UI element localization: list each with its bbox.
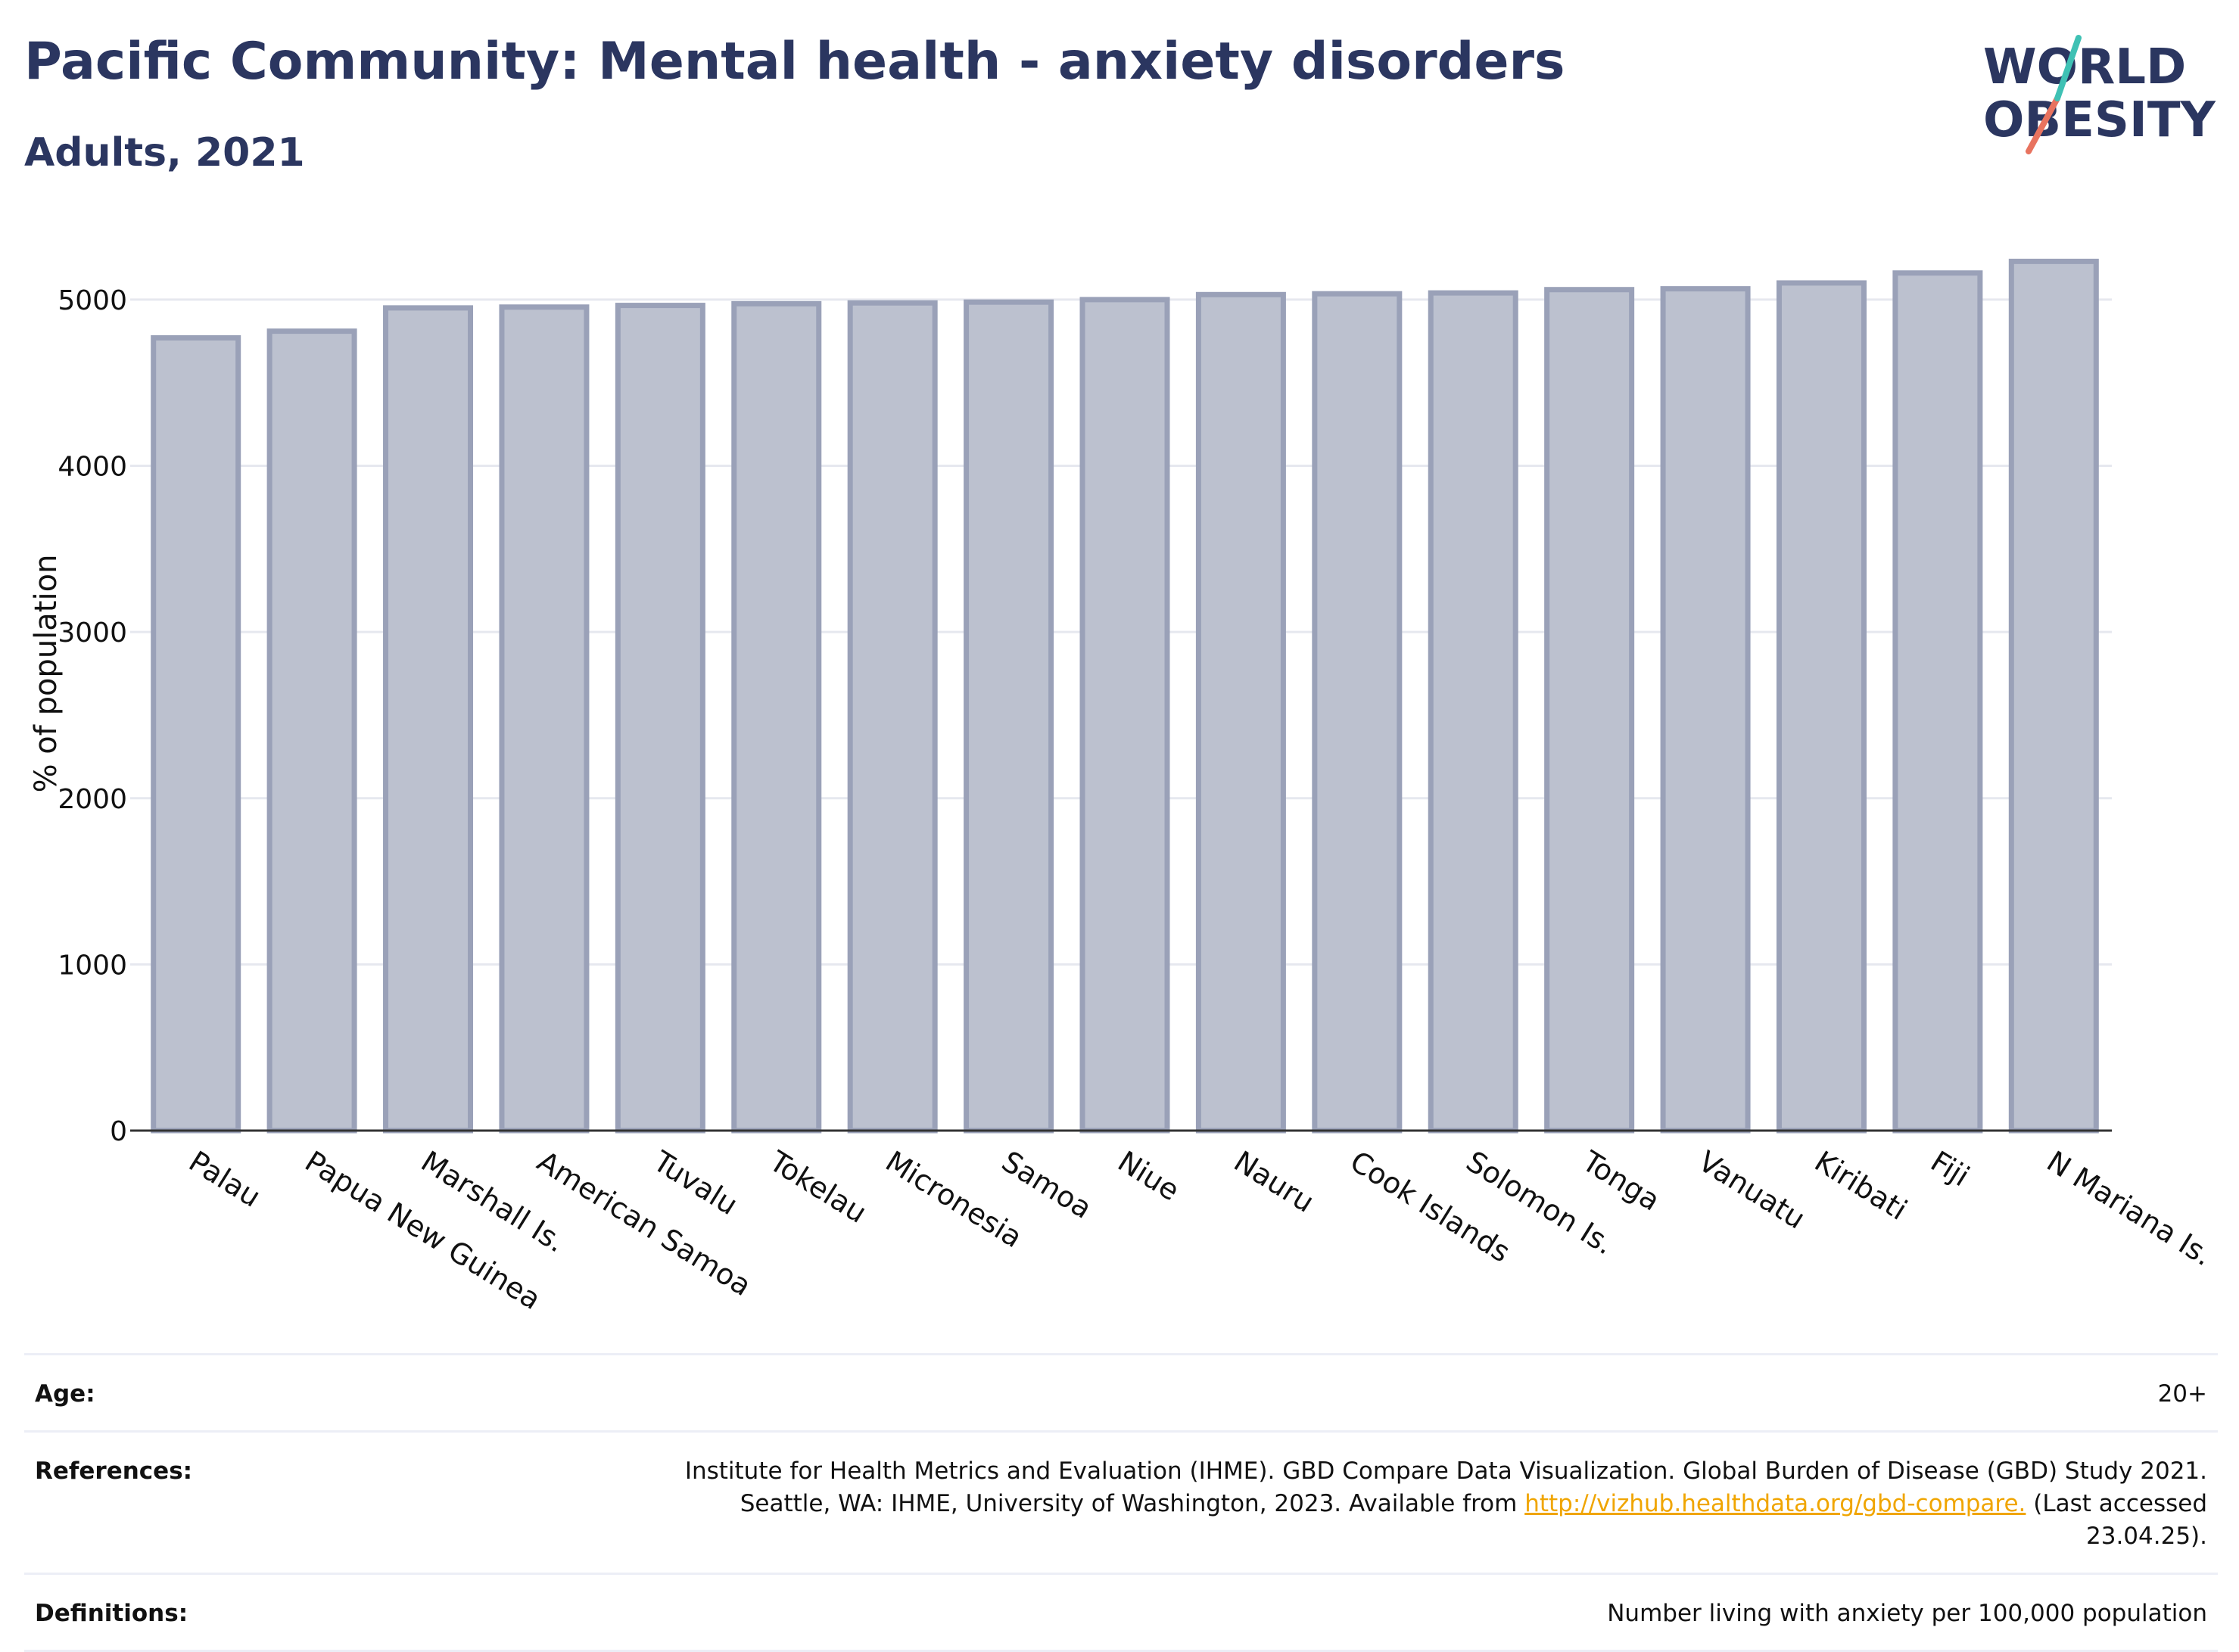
references-suffix: (Last accessed 23.04.25). [2033,1490,2207,1550]
x-tick-label: Vanuatu [1692,1144,1811,1235]
bar-palau [151,334,241,1134]
bar-tonga [1544,287,1635,1134]
bar-marshall-is [383,305,474,1134]
info-row-age: Age: 20+ [24,1353,2218,1430]
references-text: Institute for Health Metrics and Evaluat… [684,1458,2207,1517]
x-tick-label: N Mariana Is. [2041,1144,2219,1272]
definitions-label: Definitions: [35,1600,188,1627]
x-tick-label: Nauru [1228,1144,1320,1219]
x-tick-label: American Samoa [531,1144,757,1302]
chart-subtitle: Adults, 2021 [24,130,305,176]
y-tick-label: 5000 [58,285,127,316]
y-tick-label: 4000 [58,452,127,483]
age-value: 20+ [2157,1380,2207,1408]
info-row-references: References: Institute for Health Metrics… [24,1430,2218,1573]
y-axis-label: % of population [29,555,64,793]
y-tick-label: 0 [110,1116,127,1147]
bar-niue [1079,297,1170,1134]
references-value: Institute for Health Metrics and Evaluat… [656,1455,2207,1553]
bar-tokelau [731,300,822,1134]
logo-text-obesity: OBESITY [1983,92,2216,148]
chart-title: Pacific Community: Mental health - anxie… [24,32,1565,92]
bar-n-mariana-is [2008,258,2099,1134]
x-tick-label: Tuvalu [647,1144,744,1221]
x-tick-label: Kiribati [1809,1144,1913,1227]
definitions-value: Number living with anxiety per 100,000 p… [1607,1600,2207,1627]
references-link[interactable]: http://vizhub.healthdata.org/gbd-compare… [1524,1490,2026,1517]
x-tick-label: Samoa [996,1144,1098,1225]
info-row-definitions: Definitions: Number living with anxiety … [24,1573,2218,1652]
bar-samoa [964,299,1054,1134]
bar-kiribati [1776,280,1867,1134]
world-obesity-logo: WORLD OBESITY [1983,35,2216,154]
bar-nauru [1195,291,1286,1134]
x-tick-label: Tonga [1576,1144,1666,1218]
bar-fiji [1892,270,1983,1134]
x-tick-label: Fiji [1925,1144,1975,1193]
references-label: References: [35,1458,193,1485]
bar-solomon-is [1428,290,1518,1134]
bar-layer [151,258,2099,1134]
bar-papua-new-guinea [266,328,357,1134]
y-tick-label: 2000 [58,784,127,815]
age-label: Age: [35,1380,95,1408]
x-tick-label: Niue [1112,1144,1185,1207]
bar-cook-islands [1312,291,1403,1134]
bar-american-samoa [499,304,590,1134]
logo-text-world: WORLD [1983,39,2186,95]
x-tick-label: Palau [183,1144,266,1214]
info-table: Age: 20+ References: Institute for Healt… [24,1353,2218,1652]
y-tick-label: 3000 [58,618,127,649]
bar-micronesia [847,300,938,1134]
bar-tuvalu [615,303,705,1134]
x-tick-label: Tokelau [763,1144,873,1230]
y-tick-label: 1000 [58,950,127,981]
bar-vanuatu [1660,286,1751,1134]
